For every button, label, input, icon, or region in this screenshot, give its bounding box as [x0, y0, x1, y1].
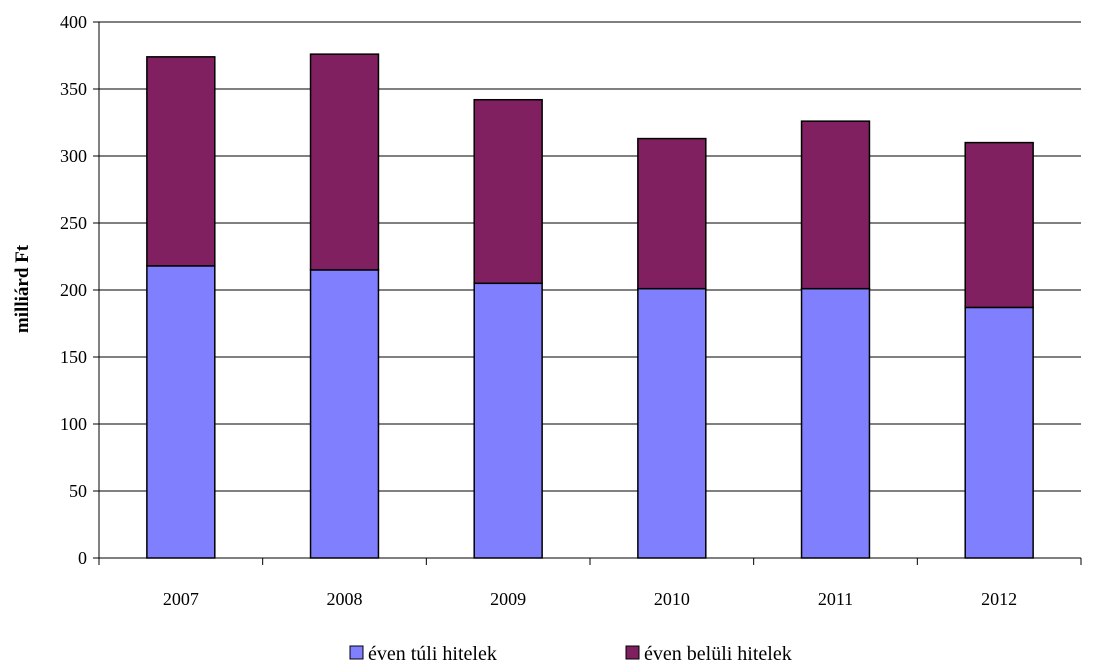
y-tick-label: 200 — [60, 280, 87, 300]
y-tick-label: 250 — [60, 213, 87, 233]
bar-even-beluli-2010 — [637, 137, 707, 290]
y-tick-label: 300 — [60, 146, 87, 166]
y-tick-label: 400 — [60, 12, 87, 32]
y-tick-label: 150 — [60, 347, 87, 367]
bar-even-tuli-2012 — [964, 306, 1034, 559]
bar-even-tuli-2008 — [309, 269, 380, 559]
x-tick-label: 2007 — [163, 589, 199, 609]
y-axis-title: milliárd Ft — [12, 244, 33, 333]
legend-label: éven belüli hitelek — [644, 643, 792, 665]
axes: 0 50 100 150 200 250 300 350 400 2007 2008 2009 2010… — [60, 12, 1082, 609]
legend-label: éven túli hitelek — [368, 643, 497, 665]
bar-even-beluli-2011 — [800, 120, 871, 290]
x-tick-label: 2009 — [490, 589, 526, 609]
bar-even-tuli-2007 — [146, 265, 216, 559]
bar-even-beluli-2008 — [309, 53, 380, 271]
gridlines — [99, 21, 1081, 492]
x-tick-label: 2010 — [654, 589, 690, 609]
bar-even-tuli-2011 — [800, 287, 871, 559]
y-tick-label: 0 — [78, 548, 87, 568]
y-tick-label: 50 — [69, 481, 87, 501]
x-tick-label: 2012 — [981, 589, 1017, 609]
y-tick-label: 100 — [60, 414, 87, 434]
legend-swatch — [349, 645, 364, 660]
legend-swatch — [625, 645, 640, 660]
x-tick-label: 2011 — [818, 589, 853, 609]
x-tick-label: 2008 — [327, 589, 363, 609]
bar-even-beluli-2012 — [964, 141, 1034, 309]
bar-even-beluli-2009 — [473, 98, 543, 285]
legend: éven túli hitelek éven belüli hitelek — [349, 643, 792, 665]
bar-even-tuli-2010 — [637, 287, 707, 559]
bar-even-beluli-2007 — [146, 56, 216, 267]
bar-even-tuli-2009 — [473, 282, 543, 559]
bars — [146, 53, 1034, 559]
y-tick-label: 350 — [60, 79, 87, 99]
